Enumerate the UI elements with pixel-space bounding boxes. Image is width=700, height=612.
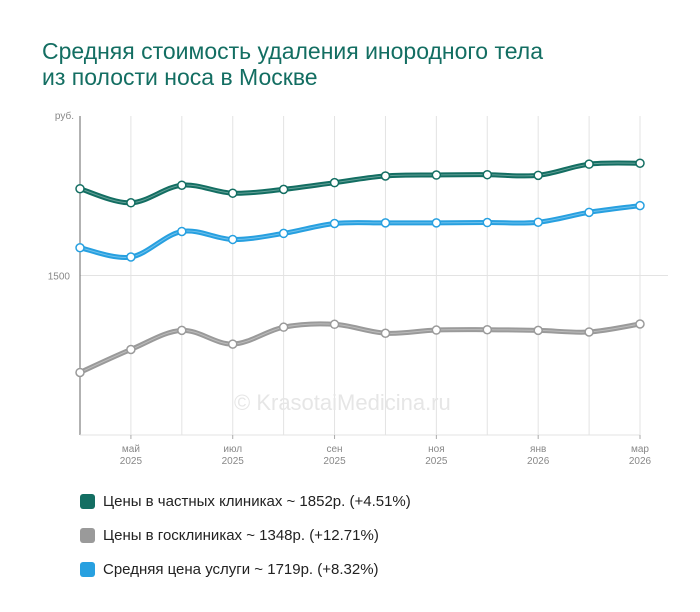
legend-label-average: Средняя цена услуги ~ 1719р. (+8.32%) bbox=[103, 560, 379, 578]
watermark: © KrasotaiMedicina.ru bbox=[234, 390, 451, 415]
series-2-point-7 bbox=[431, 218, 442, 228]
line-chart: 1500руб.май2025июл2025сен2025ноя2025янв2… bbox=[48, 110, 668, 467]
series-line-2 bbox=[77, 203, 643, 260]
x-tick-month: сен bbox=[326, 444, 342, 455]
x-tick-year: 2025 bbox=[323, 456, 346, 467]
x-tick-year: 2025 bbox=[120, 456, 143, 467]
series-1-point-5 bbox=[329, 319, 340, 330]
series-0-point-8 bbox=[482, 169, 493, 180]
chart-title-line-2: из полости носа в Москве bbox=[42, 64, 318, 90]
series-line-highlight-0 bbox=[79, 162, 641, 204]
x-tick-year: 2026 bbox=[527, 456, 550, 467]
series-2-point-8 bbox=[482, 217, 493, 228]
series-1-point-10 bbox=[584, 327, 594, 337]
series-2-point-2 bbox=[177, 226, 187, 237]
series-1-point-9 bbox=[533, 325, 543, 336]
legend: Цены в частных клиниках ~ 1852р. (+4.51%… bbox=[80, 484, 411, 586]
series-0-point-6 bbox=[380, 171, 391, 181]
series-1-point-7 bbox=[431, 325, 442, 335]
series-2-point-1 bbox=[126, 252, 136, 262]
series-2-point-9 bbox=[533, 217, 543, 227]
legend-item-private[interactable]: Цены в частных клиниках ~ 1852р. (+4.51%… bbox=[80, 484, 411, 518]
legend-swatch-average bbox=[80, 561, 95, 577]
series-0-point-3 bbox=[227, 188, 238, 198]
series-2-point-4 bbox=[278, 228, 289, 239]
legend-swatch-public bbox=[80, 527, 95, 543]
x-tick-month: ноя bbox=[428, 444, 445, 455]
series-2-point-0 bbox=[75, 242, 85, 253]
x-tick-year: 2025 bbox=[425, 456, 448, 467]
legend-item-average[interactable]: Средняя цена услуги ~ 1719р. (+8.32%) bbox=[80, 552, 411, 586]
y-unit-label: руб. bbox=[55, 110, 74, 122]
x-tick-year: 2025 bbox=[222, 456, 245, 467]
x-tick-month: май bbox=[122, 444, 140, 455]
series-1-point-4 bbox=[278, 322, 289, 332]
series-0-point-1 bbox=[126, 198, 136, 208]
chart-title-line-1: Средняя стоимость удаления инородного те… bbox=[42, 38, 544, 64]
series-0-point-9 bbox=[533, 170, 543, 181]
series-0-point-2 bbox=[177, 180, 187, 190]
series-1-point-8 bbox=[482, 324, 493, 335]
x-tick-month: июл bbox=[223, 444, 242, 455]
chart-title: Средняя стоимость удаления инородного те… bbox=[42, 38, 662, 90]
series-2-point-6 bbox=[380, 218, 391, 228]
legend-item-public[interactable]: Цены в госклиниках ~ 1348р. (+12.71%) bbox=[80, 518, 411, 552]
legend-swatch-private bbox=[80, 493, 95, 509]
x-tick-month: янв bbox=[530, 444, 546, 455]
x-tick-year: 2026 bbox=[629, 456, 652, 467]
series-1-point-11 bbox=[635, 319, 645, 329]
legend-label-private: Цены в частных клиниках ~ 1852р. (+4.51%… bbox=[103, 492, 411, 510]
series-2-point-5 bbox=[329, 218, 340, 229]
x-tick-month: мар bbox=[631, 444, 649, 455]
series-2-point-3 bbox=[227, 234, 238, 245]
series-1-point-3 bbox=[227, 339, 238, 349]
series-line-0 bbox=[77, 160, 643, 206]
series-2-point-11 bbox=[635, 200, 645, 211]
legend-label-public: Цены в госклиниках ~ 1348р. (+12.71%) bbox=[103, 526, 379, 544]
series-line-highlight-2 bbox=[79, 205, 641, 258]
series-0-point-7 bbox=[431, 170, 442, 180]
series-0-point-10 bbox=[584, 159, 594, 169]
series-1-point-0 bbox=[75, 367, 85, 378]
series-0-point-0 bbox=[75, 183, 85, 194]
series-0-point-5 bbox=[329, 177, 340, 188]
series-0-point-4 bbox=[278, 184, 289, 195]
series-1-point-6 bbox=[380, 328, 391, 338]
series-1-point-2 bbox=[177, 325, 187, 336]
y-tick-label: 1500 bbox=[48, 272, 71, 283]
series-2-point-10 bbox=[584, 207, 594, 218]
series-0-point-11 bbox=[635, 158, 645, 168]
series-1-point-1 bbox=[126, 344, 136, 355]
